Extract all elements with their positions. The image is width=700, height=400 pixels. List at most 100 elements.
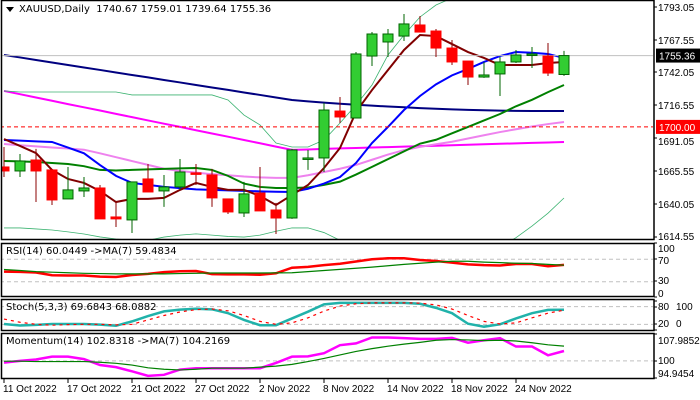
candle-body-up	[174, 171, 186, 188]
y-tick-label: 20	[658, 319, 670, 330]
rsi-plot	[1, 257, 653, 283]
candle-body-up	[350, 53, 362, 119]
y-tick-label: 107.9852	[658, 336, 700, 347]
candle-body-up	[318, 109, 330, 159]
price-plot	[1, 1, 653, 239]
x-tick-label: 24 Nov 2022	[515, 384, 572, 395]
x-tick-label: 18 Nov 2022	[451, 384, 508, 395]
candle-body-up	[494, 61, 506, 75]
candle	[62, 166, 74, 200]
candle	[254, 166, 266, 212]
momentum-series-line	[4, 338, 565, 371]
candle	[222, 198, 234, 214]
ohlc-readout: 1740.67 1759.01 1739.64 1755.36	[96, 4, 272, 15]
candle	[190, 164, 202, 186]
rsi-series-line	[3, 257, 565, 279]
candle	[334, 97, 346, 124]
triangle-down-icon[interactable]	[6, 6, 14, 12]
indicator-line	[3, 121, 565, 179]
price-level-box	[656, 119, 700, 134]
candle	[142, 164, 154, 193]
candle	[366, 32, 378, 66]
candle	[398, 14, 410, 41]
candle-body-up	[62, 189, 74, 200]
candle	[1, 146, 10, 178]
candle	[414, 15, 426, 33]
candle-body-down	[414, 24, 426, 33]
candle	[318, 102, 330, 172]
stoch-frame	[0, 298, 655, 332]
candle	[526, 47, 538, 69]
candle-body-down	[254, 192, 266, 212]
momentum-label: Momentum(14) 102.8318 ->MA(7) 104.2169	[6, 336, 231, 347]
candle	[558, 50, 570, 76]
y-tick-label: 1716.55	[658, 101, 695, 112]
y-tick-label: 1767.55	[658, 36, 695, 47]
indicator-line	[3, 84, 565, 189]
y-tick-label: 1691.05	[658, 137, 695, 148]
candle-body-up	[286, 149, 298, 219]
y-tick-label: 100	[658, 244, 675, 255]
rsi-label: RSI(14) 60.0449 ->MA(7) 59.4834	[6, 246, 177, 257]
y-tick-label: 1742.05	[658, 68, 695, 79]
candle-body-up	[126, 181, 138, 221]
candle-body-down	[222, 198, 234, 213]
candle-body-up	[526, 53, 538, 56]
y-tick-label: 0	[676, 319, 682, 330]
candle-body-up	[302, 157, 314, 160]
candle-body-down	[446, 47, 458, 63]
y-tick-label: 100	[676, 302, 693, 313]
candle-body-up	[382, 33, 394, 43]
chart-title: XAUUSD,Daily 1740.67 1759.01 1739.64 175…	[6, 4, 271, 16]
candle-body-up	[478, 74, 490, 78]
candle-body-down	[1, 166, 10, 172]
candle-body-down	[190, 172, 202, 175]
stoch-label: Stoch(5,3,3) 69.6843 68.0882	[6, 302, 157, 313]
candle	[110, 202, 122, 228]
y-tick-label: 30	[658, 276, 670, 287]
stoch-series-line	[3, 302, 565, 326]
candle	[206, 168, 218, 207]
candle	[238, 181, 250, 217]
stoch-plot	[1, 301, 653, 328]
candle	[446, 40, 458, 66]
candle-body-up	[398, 23, 410, 37]
candle-body-down	[94, 187, 106, 220]
candle-body-up	[366, 33, 378, 57]
candle	[478, 61, 490, 78]
y-tick-label: 1665.55	[658, 167, 695, 178]
candle-body-down	[30, 159, 42, 172]
candle	[174, 158, 186, 190]
x-tick-label: 14 Nov 2022	[387, 384, 444, 395]
candle	[286, 148, 298, 219]
x-tick-label: 17 Oct 2022	[67, 384, 122, 395]
indicator-line	[4, 197, 565, 239]
candle	[158, 174, 170, 207]
indicator-line	[3, 33, 565, 207]
candle-body-down	[542, 55, 554, 74]
price-level-label: 1700.00	[659, 123, 696, 134]
x-tick-label: 11 Oct 2022	[3, 384, 57, 395]
symbol-timeframe: XAUUSD,Daily	[19, 4, 90, 15]
candle-body-down	[142, 178, 154, 193]
indicator-line	[3, 1, 447, 148]
momentum-series-line	[3, 336, 565, 378]
rsi-frame	[0, 242, 655, 298]
candle-body-down	[462, 60, 474, 78]
candle	[430, 28, 442, 58]
candle-body-up	[510, 54, 522, 63]
candle-body-down	[334, 110, 346, 118]
candle-body-down	[206, 174, 218, 199]
indicator-line	[3, 89, 565, 151]
candle	[494, 57, 506, 96]
candle	[350, 52, 362, 119]
candle	[542, 43, 554, 76]
candle	[78, 177, 90, 197]
candle-body-up	[78, 187, 90, 192]
candle-body-down	[46, 169, 58, 201]
candle	[30, 148, 42, 203]
candle-body-up	[558, 55, 570, 75]
momentum-plot	[1, 336, 653, 378]
